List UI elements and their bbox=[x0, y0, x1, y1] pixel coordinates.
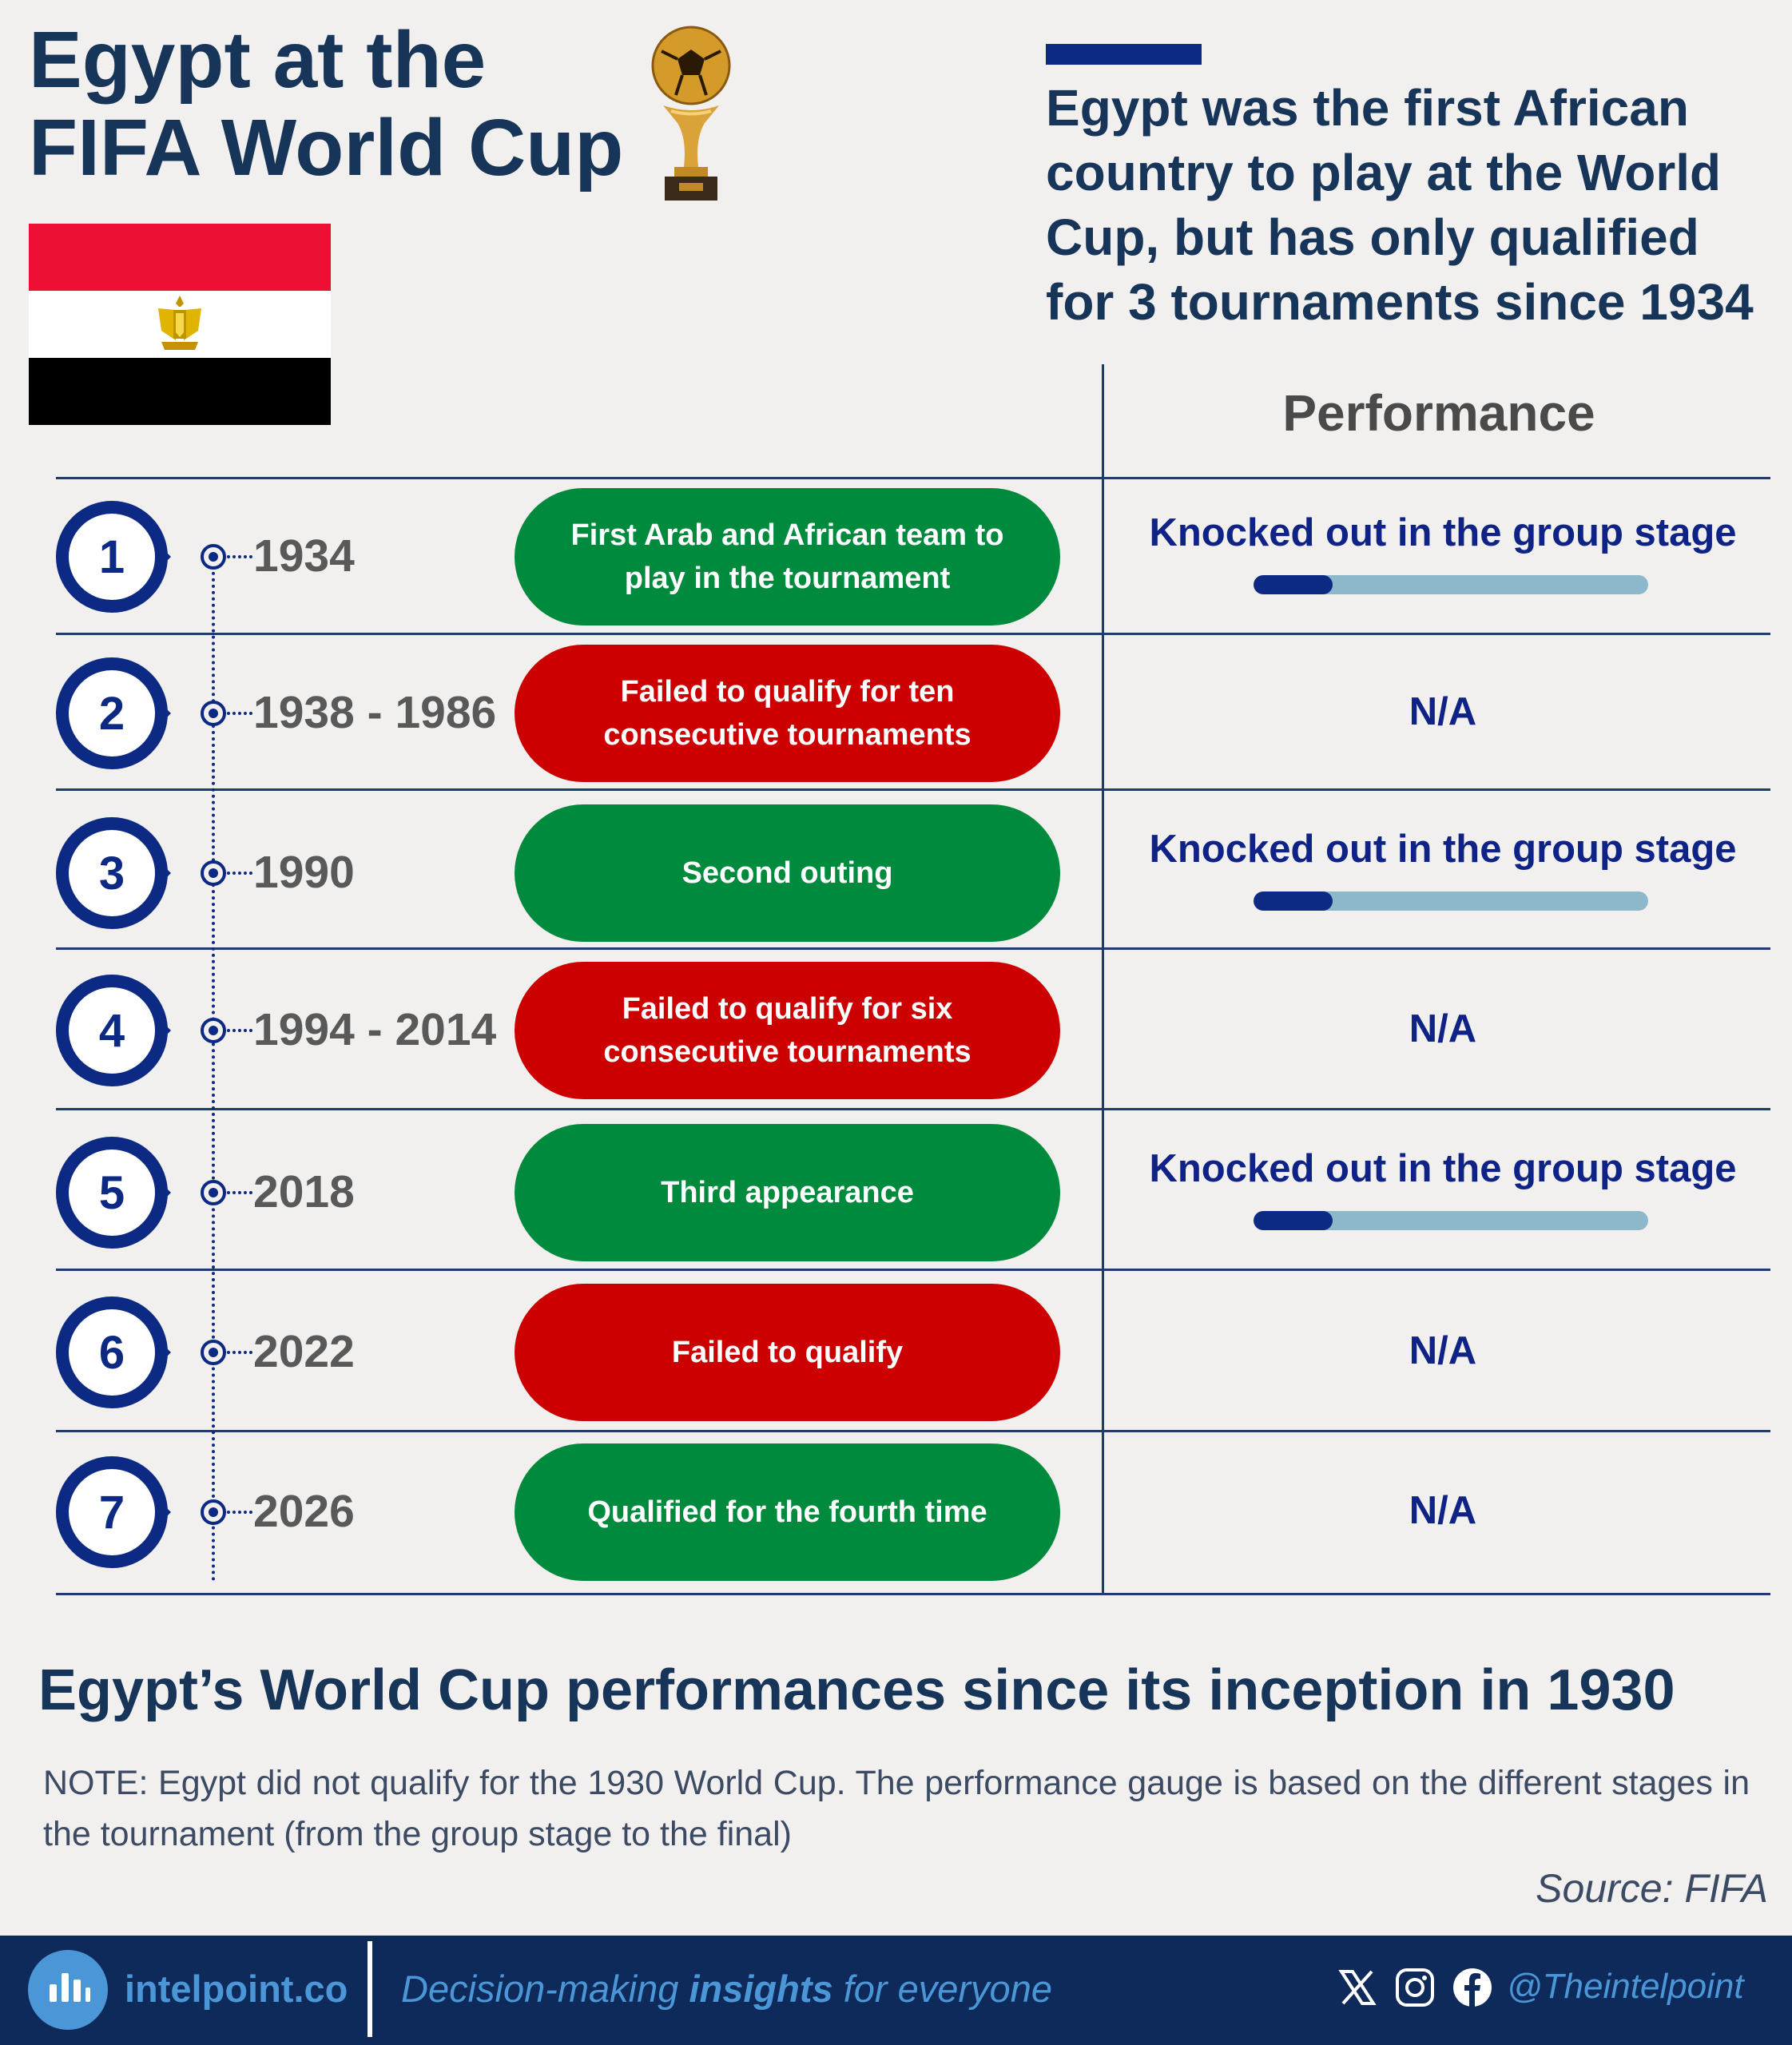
row-performance: Knocked out in the group stage bbox=[1149, 1147, 1737, 1190]
x-icon[interactable] bbox=[1337, 1967, 1378, 2008]
row-event-pill: Qualified for the fourth time bbox=[515, 1443, 1060, 1581]
row-number: 5 bbox=[99, 1167, 125, 1219]
table-divider-vertical bbox=[1102, 364, 1104, 1594]
row-number: 3 bbox=[99, 848, 125, 899]
row-year: 2022 bbox=[253, 1326, 355, 1377]
performance-gauge bbox=[1254, 891, 1648, 911]
row-year: 1994 - 2014 bbox=[253, 1004, 497, 1055]
row-performance: N/A bbox=[1409, 1329, 1477, 1372]
row-year: 1990 bbox=[253, 847, 355, 898]
row-event-text: Failed to qualify for six consecutive to… bbox=[603, 992, 971, 1069]
table-rule bbox=[56, 1430, 1770, 1432]
timeline-node bbox=[201, 860, 226, 886]
row-performance: N/A bbox=[1409, 1007, 1477, 1050]
eagle-emblem-icon bbox=[158, 296, 201, 350]
timeline-connector bbox=[227, 712, 252, 715]
tagline-pre: Decision-making bbox=[401, 1968, 689, 2010]
row-number-badge: 2 bbox=[56, 657, 171, 769]
performance-header: Performance bbox=[1282, 384, 1595, 442]
footer-handle[interactable]: @Theintelpoint bbox=[1507, 1967, 1744, 2006]
timeline-node bbox=[201, 1340, 226, 1365]
performance-gauge-fill bbox=[1254, 891, 1333, 911]
timeline-node bbox=[201, 544, 226, 570]
row-event-text: Failed to qualify for ten consecutive to… bbox=[603, 675, 971, 752]
row-number: 2 bbox=[99, 688, 125, 740]
timeline-node bbox=[201, 701, 226, 726]
facebook-icon[interactable] bbox=[1452, 1967, 1493, 2008]
row-performance: N/A bbox=[1409, 690, 1477, 733]
timeline-node bbox=[201, 1499, 226, 1525]
row-event-text: First Arab and African team to play in t… bbox=[570, 518, 1004, 595]
table-rule bbox=[56, 1108, 1770, 1110]
tagline-bold: insights bbox=[689, 1968, 833, 2010]
title-line-1: Egypt at the bbox=[29, 15, 487, 105]
note-text: NOTE: Egypt did not qualify for the 1930… bbox=[43, 1764, 1750, 1853]
table-rule bbox=[56, 788, 1770, 791]
header-accent-bar bbox=[1046, 44, 1202, 65]
table-rule bbox=[56, 477, 1770, 479]
performance-gauge-fill bbox=[1254, 1211, 1333, 1230]
performance-gauge bbox=[1254, 575, 1648, 594]
footer-site-link[interactable]: intelpoint.co bbox=[125, 1968, 348, 2010]
performance-gauge-fill bbox=[1254, 575, 1333, 594]
table-rule bbox=[56, 947, 1770, 950]
row-number-badge: 1 bbox=[56, 501, 171, 613]
row-event-pill: Third appearance bbox=[515, 1124, 1060, 1261]
source-text: Source: FIFA bbox=[1536, 1866, 1768, 1911]
row-event-text: Failed to qualify bbox=[671, 1336, 904, 1369]
egypt-flag bbox=[29, 224, 331, 425]
row-number-badge: 5 bbox=[56, 1137, 171, 1249]
performance-gauge bbox=[1254, 1211, 1648, 1230]
timeline-connector bbox=[227, 1191, 252, 1194]
tagline-post: for everyone bbox=[832, 1968, 1052, 2010]
footer-bar bbox=[0, 1936, 1792, 2045]
row-number: 1 bbox=[99, 531, 125, 583]
timeline-connector bbox=[227, 872, 252, 875]
page-title: Egypt at the FIFA World Cup bbox=[29, 16, 636, 192]
row-performance: N/A bbox=[1409, 1489, 1477, 1532]
row-year: 2018 bbox=[253, 1166, 355, 1217]
row-event-pill: Failed to qualify bbox=[515, 1284, 1060, 1421]
timeline-node bbox=[201, 1180, 226, 1205]
row-number: 6 bbox=[99, 1327, 125, 1379]
row-performance: Knocked out in the group stage bbox=[1149, 511, 1737, 554]
table-rule bbox=[56, 1593, 1770, 1595]
timeline-connector bbox=[227, 1029, 252, 1032]
row-year: 1938 - 1986 bbox=[253, 687, 497, 738]
timeline-connector bbox=[227, 1351, 252, 1354]
table-rule bbox=[56, 1269, 1770, 1271]
timeline-connector bbox=[227, 555, 252, 558]
row-number-badge: 6 bbox=[56, 1296, 171, 1408]
intelpoint-logo-icon[interactable] bbox=[27, 1949, 109, 2031]
trophy-icon bbox=[651, 26, 731, 201]
instagram-icon[interactable] bbox=[1394, 1967, 1436, 2008]
row-event-text: Third appearance bbox=[661, 1176, 914, 1209]
row-event-pill: Failed to qualify for ten consecutive to… bbox=[515, 645, 1060, 782]
footer-divider bbox=[368, 1941, 372, 2037]
timeline-line bbox=[212, 559, 215, 1582]
row-year: 2026 bbox=[253, 1486, 355, 1537]
row-number: 7 bbox=[99, 1487, 125, 1539]
row-number-badge: 7 bbox=[56, 1456, 171, 1568]
row-event-pill: Failed to qualify for six consecutive to… bbox=[515, 962, 1060, 1099]
row-year: 1934 bbox=[253, 530, 355, 582]
footer-tagline: Decision-making insights for everyone bbox=[401, 1967, 1052, 2011]
title-line-2: FIFA World Cup bbox=[29, 103, 624, 193]
row-performance: Knocked out in the group stage bbox=[1149, 828, 1737, 871]
row-event-pill: Second outing bbox=[515, 804, 1060, 942]
row-event-text: Second outing bbox=[681, 856, 893, 890]
row-number-badge: 4 bbox=[56, 975, 171, 1086]
header-fact: Egypt was the first African country to p… bbox=[1046, 79, 1754, 331]
timeline-node bbox=[201, 1018, 226, 1043]
row-number: 4 bbox=[99, 1005, 125, 1057]
row-event-pill: First Arab and African team to play in t… bbox=[515, 488, 1060, 625]
table-rule bbox=[56, 633, 1770, 635]
row-number-badge: 3 bbox=[56, 817, 171, 929]
chart-subtitle: Egypt’s World Cup performances since its… bbox=[38, 1658, 1675, 1722]
timeline-connector bbox=[227, 1511, 252, 1514]
row-event-text: Qualified for the fourth time bbox=[587, 1495, 987, 1529]
